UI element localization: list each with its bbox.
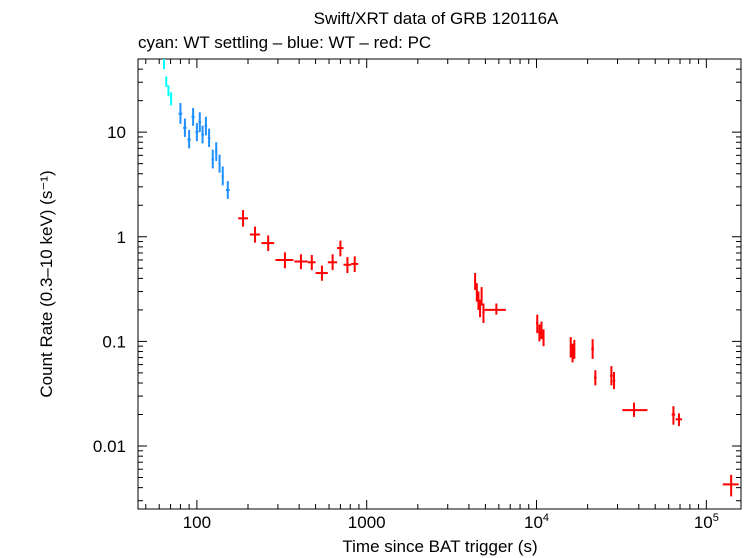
data-point: [261, 235, 275, 252]
data-point: [722, 474, 739, 497]
data-point: [307, 254, 316, 271]
data-point: [351, 256, 359, 273]
data-point: [540, 321, 543, 340]
data-point: [170, 92, 173, 106]
data-point: [573, 340, 576, 359]
data-point: [215, 142, 218, 161]
data-point: [475, 283, 478, 302]
data-point: [201, 125, 204, 144]
y-tick-label: 0.1: [102, 332, 126, 351]
data-point: [221, 166, 224, 186]
y-tick-label: 10: [107, 123, 126, 142]
data-point: [536, 314, 539, 334]
data-point: [571, 343, 574, 363]
chart-subtitle: cyan: WT settling – blue: WT – red: PC: [138, 33, 431, 52]
x-tick-label: 1000: [348, 513, 386, 532]
data-point: [337, 240, 344, 257]
data-point: [675, 413, 683, 427]
data-point: [482, 303, 485, 323]
data-point: [211, 149, 214, 169]
data-point: [191, 108, 195, 126]
data-point: [167, 85, 170, 97]
data-point: [591, 339, 594, 359]
data-point: [622, 402, 648, 417]
data-point: [569, 337, 572, 358]
data-point: [204, 116, 208, 136]
data-point: [538, 324, 541, 342]
y-tick-label: 0.01: [93, 437, 126, 456]
data-point: [327, 254, 338, 271]
data-point: [207, 128, 211, 148]
data-point: [178, 102, 183, 124]
y-tick-labels: 10 1 0.1 0.01: [93, 123, 126, 456]
data-point: [484, 303, 506, 315]
y-tick-label: 1: [117, 228, 126, 247]
data-point: [542, 329, 545, 347]
data-point: [610, 366, 613, 386]
data-point: [343, 257, 352, 274]
data-point: [275, 252, 294, 269]
data-point: [249, 226, 260, 243]
data-point: [315, 265, 328, 281]
data-points: [162, 59, 739, 497]
x-tick-label: 104: [524, 512, 549, 532]
data-point: [187, 129, 191, 149]
data-point: [165, 76, 168, 87]
data-point: [671, 406, 676, 425]
data-point: [195, 123, 199, 142]
x-tick-label: 100: [183, 513, 211, 532]
axis-ticks: [138, 58, 741, 509]
data-point: [225, 181, 230, 199]
chart-title: Swift/XRT data of GRB 120116A: [314, 9, 559, 28]
data-point: [183, 118, 187, 137]
plot-frame: [137, 58, 742, 510]
data-point: [218, 154, 221, 173]
data-point: [479, 299, 482, 318]
data-point: [480, 287, 483, 306]
data-point: [477, 291, 480, 310]
data-point: [612, 371, 616, 390]
y-axis-label: Count Rate (0.3–10 keV) (s⁻¹): [37, 170, 56, 397]
data-point: [238, 210, 249, 227]
data-point: [198, 112, 202, 133]
x-tick-labels: 100 1000 104 105: [183, 512, 719, 532]
data-point: [593, 370, 597, 386]
x-axis-label: Time since BAT trigger (s): [342, 537, 537, 556]
data-point: [294, 254, 308, 270]
x-tick-label: 105: [694, 512, 719, 532]
data-point: [474, 273, 477, 290]
data-point: [162, 59, 165, 70]
